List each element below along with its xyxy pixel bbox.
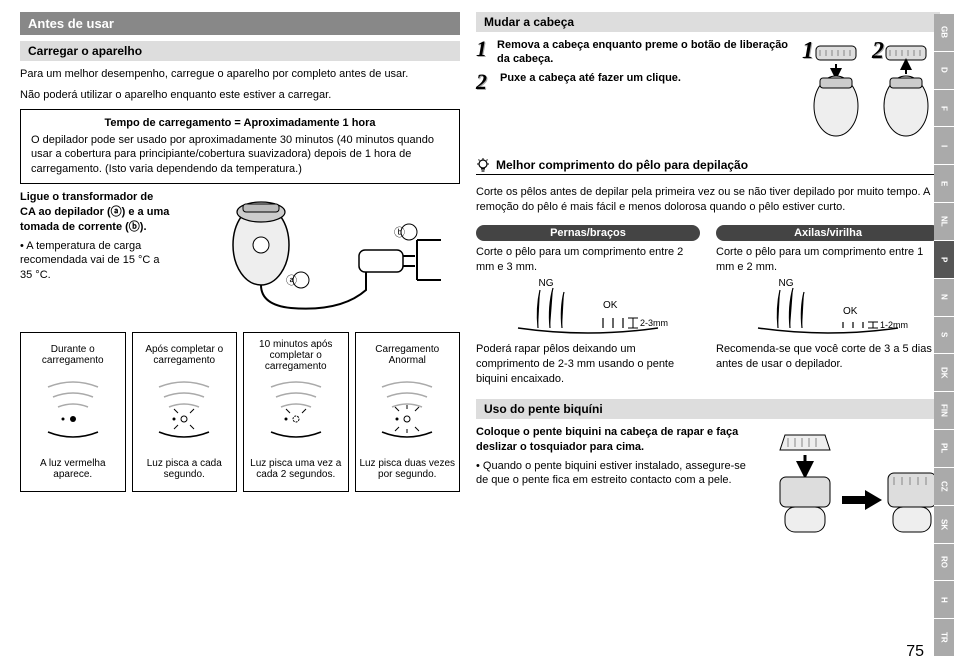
bikini-bold: Coloque o pente biquini na cabeça de rap… <box>476 425 760 455</box>
status-cell-charging: Durante o carregamento A luz vermelha ap… <box>20 332 126 492</box>
status-bot: Luz pisca duas vezes por segundo. <box>356 447 460 491</box>
subheading-charge: Carregar o aparelho <box>20 41 460 61</box>
language-tab-pl[interactable]: PL <box>934 430 954 468</box>
section-heading-before-use: Antes de usar <box>20 12 460 35</box>
svg-text:OK: OK <box>843 306 858 317</box>
pill-legs: Pernas/braços <box>476 225 700 241</box>
status-bot: Luz pisca a cada segundo. <box>133 447 237 491</box>
charge-paragraph-2: Não poderá utilizar o aparelho enquanto … <box>20 88 460 103</box>
step-number-2: 2 <box>476 71 494 93</box>
status-top: Durante o carregamento <box>21 333 125 377</box>
status-fig <box>21 377 125 447</box>
language-tab-nl[interactable]: NL <box>934 203 954 241</box>
legs-note: Poderá rapar pêlos deixando um comprimen… <box>476 342 700 387</box>
language-tabs: GBDFIENLPNSDKFINPLCZSKROHTR <box>934 14 954 657</box>
head-change-figure: 1 2 <box>800 38 940 148</box>
svg-text:1-2mm: 1-2mm <box>880 320 908 330</box>
status-bot: Luz pisca uma vez a cada 2 segundos. <box>244 447 348 491</box>
label-a: ⓐ <box>286 272 297 288</box>
charge-status-row: Durante o carregamento A luz vermelha ap… <box>20 332 460 492</box>
status-cell-abnormal: Carregamento Anormal <box>355 332 461 492</box>
armpit-hair-figure: NG OK 1-2mm <box>716 278 940 338</box>
subheading-change-head: Mudar a cabeça <box>476 12 940 32</box>
language-tab-d[interactable]: D <box>934 52 954 90</box>
language-tab-fin[interactable]: FIN <box>934 392 954 430</box>
armpit-column: Axilas/virilha Corte o pêlo para um comp… <box>716 225 940 387</box>
language-tab-s[interactable]: S <box>934 317 954 355</box>
status-bot: A luz vermelha aparece. <box>21 447 125 491</box>
lightbulb-icon <box>476 158 490 172</box>
armpit-note: Recomenda-se que você corte de 3 a 5 dia… <box>716 342 940 372</box>
status-fig <box>133 377 237 447</box>
status-fig <box>356 377 460 447</box>
charge-time-title: Tempo de carregamento = Aproximadamente … <box>31 116 449 131</box>
language-tab-f[interactable]: F <box>934 90 954 128</box>
language-tab-p[interactable]: P <box>934 241 954 279</box>
status-cell-10min: 10 minutos após completar o carregamento… <box>243 332 349 492</box>
tip-title: Melhor comprimento do pêlo para depilaçã… <box>496 158 748 172</box>
language-tab-i[interactable]: I <box>934 127 954 165</box>
language-tab-tr[interactable]: TR <box>934 619 954 657</box>
step-body-2: Puxe a cabeça até fazer um clique. <box>500 71 681 93</box>
charger-diagram: ⓐ ⓑ <box>182 190 460 320</box>
fig-number-2: 2 <box>872 38 884 65</box>
language-tab-dk[interactable]: DK <box>934 354 954 392</box>
svg-text:2-3mm: 2-3mm <box>640 318 668 328</box>
language-tab-cz[interactable]: CZ <box>934 468 954 506</box>
language-tab-h[interactable]: H <box>934 581 954 619</box>
steps-text: 1 Remova a cabeça enquanto preme o botão… <box>476 38 790 148</box>
fig-number-1: 1 <box>802 38 814 65</box>
status-top: 10 minutos após completar o carregamento <box>244 333 348 377</box>
step-body-1: Remova a cabeça enquanto preme o botão d… <box>497 38 790 67</box>
label-b: ⓑ <box>394 224 405 240</box>
legs-text: Corte o pêlo para um comprimento entre 2… <box>476 245 700 275</box>
subheading-bikini: Uso do pente biquíni <box>476 399 940 419</box>
bikini-text: Coloque o pente biquini na cabeça de rap… <box>476 425 760 545</box>
language-tab-ro[interactable]: RO <box>934 544 954 582</box>
page-number: 75 <box>906 643 924 661</box>
language-tab-n[interactable]: N <box>934 279 954 317</box>
language-tab-gb[interactable]: GB <box>934 14 954 52</box>
status-fig <box>244 377 348 447</box>
pill-armpit: Axilas/virilha <box>716 225 940 241</box>
status-top: Após completar o carregamento <box>133 333 237 377</box>
tip-row: Melhor comprimento do pêlo para depilaçã… <box>476 158 940 172</box>
status-cell-complete: Após completar o carregamento <box>132 332 238 492</box>
language-tab-sk[interactable]: SK <box>934 506 954 544</box>
language-tab-e[interactable]: E <box>934 165 954 203</box>
connect-bold: Ligue o transformador de CA ao depilador… <box>20 190 170 235</box>
legs-hair-figure: NG OK 2-3mm <box>476 278 700 338</box>
charge-time-box: Tempo de carregamento = Aproximadamente … <box>20 109 460 184</box>
bikini-figure <box>770 425 940 545</box>
status-top: Carregamento Anormal <box>356 333 460 377</box>
svg-text:NG: NG <box>539 278 554 289</box>
svg-text:OK: OK <box>603 300 618 311</box>
legs-column: Pernas/braços Corte o pêlo para um compr… <box>476 225 700 387</box>
charge-time-body: O depilador pode ser usado por aproximad… <box>31 133 449 178</box>
connect-instructions: Ligue o transformador de CA ao depilador… <box>20 190 170 283</box>
tip-body: Corte os pêlos antes de depilar pela pri… <box>476 185 940 215</box>
armpit-text: Corte o pêlo para um comprimento entre 1… <box>716 245 940 275</box>
svg-text:NG: NG <box>779 278 794 289</box>
bikini-note: • Quando o pente biquini estiver instala… <box>476 459 760 489</box>
step-number-1: 1 <box>476 38 491 67</box>
connect-note: • A temperatura de carga recomendada vai… <box>20 239 170 284</box>
charge-paragraph-1: Para um melhor desempenho, carregue o ap… <box>20 67 460 82</box>
